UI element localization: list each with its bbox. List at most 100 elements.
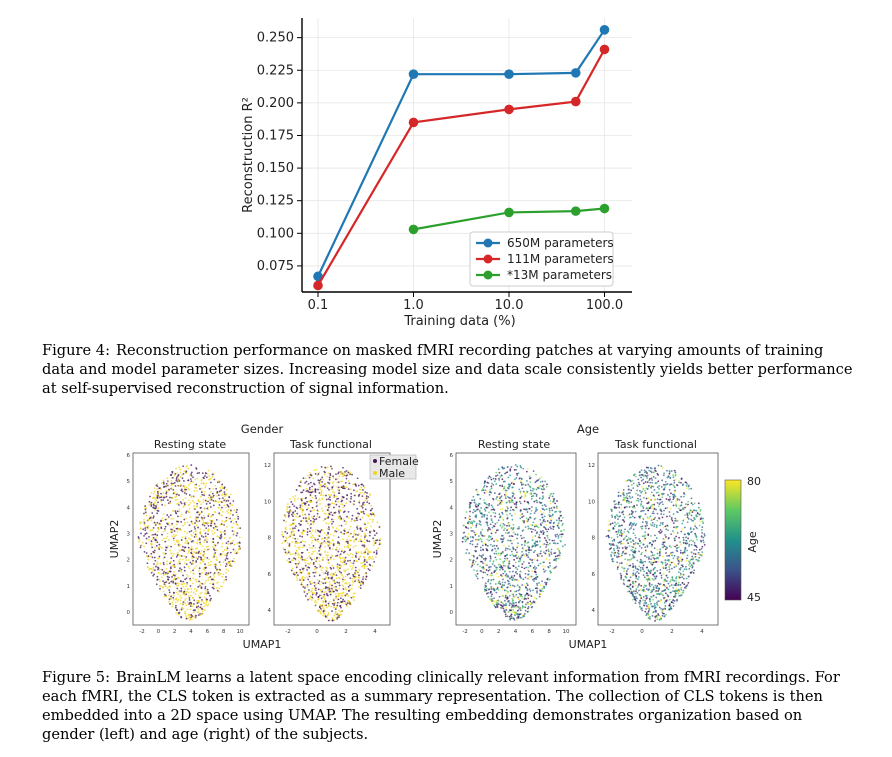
umap-point xyxy=(373,551,376,554)
umap-point xyxy=(353,530,356,532)
umap-point xyxy=(186,583,189,586)
umap-point xyxy=(490,518,493,520)
umap-point xyxy=(664,592,667,595)
umap-point xyxy=(536,501,538,504)
umap-point xyxy=(509,548,511,551)
umap-point xyxy=(473,499,476,502)
umap-point xyxy=(536,553,539,556)
umap-point xyxy=(342,518,345,521)
umap-point xyxy=(544,581,546,584)
umap-point xyxy=(635,577,638,580)
umap-point xyxy=(690,518,692,521)
umap-point xyxy=(352,553,354,556)
umap-point xyxy=(659,548,662,551)
umap-point xyxy=(512,501,514,504)
umap-point xyxy=(509,509,512,512)
umap-point xyxy=(506,559,508,562)
umap-point xyxy=(153,569,156,572)
umap-point xyxy=(500,567,503,570)
umap-point xyxy=(476,577,479,580)
umap-point xyxy=(332,579,335,582)
umap-point xyxy=(502,522,505,525)
umap-point xyxy=(185,559,187,562)
umap-point xyxy=(227,543,230,545)
umap-point xyxy=(529,476,532,479)
umap-point xyxy=(322,600,325,603)
umap-point xyxy=(349,577,352,580)
umap-point xyxy=(510,527,513,529)
umap-point xyxy=(177,577,180,579)
umap-point xyxy=(640,553,643,556)
umap-point xyxy=(155,506,158,508)
umap-point xyxy=(635,523,638,525)
umap-point xyxy=(536,590,538,593)
umap-point xyxy=(498,471,501,474)
umap-point xyxy=(368,502,371,505)
umap-point xyxy=(520,598,523,600)
umap-point xyxy=(491,598,493,600)
umap-point xyxy=(329,520,332,523)
umap-point xyxy=(499,583,502,585)
umap-point xyxy=(654,482,657,485)
umap-point xyxy=(185,517,187,520)
umap-point xyxy=(335,503,338,506)
umap-point xyxy=(198,572,201,575)
umap-point xyxy=(291,559,294,561)
umap-point xyxy=(354,576,357,579)
umap-point xyxy=(531,536,534,539)
umap-point xyxy=(365,497,368,500)
umap-point xyxy=(497,563,500,566)
umap-point xyxy=(210,491,212,493)
umap-point xyxy=(297,529,300,532)
umap-point xyxy=(170,479,173,482)
umap-point xyxy=(538,552,541,555)
umap-point xyxy=(536,544,539,546)
umap-point xyxy=(378,539,381,542)
umap-point xyxy=(550,553,553,555)
umap-point xyxy=(296,576,299,579)
umap-point xyxy=(200,558,203,561)
umap-point xyxy=(359,555,362,558)
umap-point xyxy=(368,515,370,517)
umap-point xyxy=(319,502,321,505)
umap-point xyxy=(163,527,166,530)
umap-point xyxy=(512,602,515,605)
umap-point xyxy=(319,488,321,491)
umap-point xyxy=(539,484,542,487)
umap-point xyxy=(210,597,212,600)
umap-point xyxy=(493,604,496,607)
umap-point xyxy=(495,552,498,555)
umap-point xyxy=(335,546,338,549)
umap-point xyxy=(674,478,677,481)
umap-point xyxy=(323,483,326,485)
umap-point xyxy=(553,539,556,542)
umap-point xyxy=(172,594,175,597)
umap-point xyxy=(313,515,316,518)
umap-point xyxy=(331,584,333,587)
umap-point xyxy=(519,599,522,602)
umap-point xyxy=(337,540,339,543)
umap-point xyxy=(210,514,213,517)
umap-point xyxy=(530,509,533,512)
umap-point xyxy=(176,498,179,501)
umap-point xyxy=(196,505,199,507)
umap-point xyxy=(287,549,290,552)
umap-point xyxy=(671,493,674,496)
umap-point xyxy=(517,617,520,619)
umap-point xyxy=(554,535,557,538)
umap-point xyxy=(225,500,228,502)
umap-point xyxy=(150,517,153,519)
umap-point xyxy=(192,541,195,544)
umap-point xyxy=(547,566,550,568)
umap-point xyxy=(627,485,630,488)
umap-point xyxy=(652,598,655,601)
umap-point xyxy=(342,551,345,554)
umap-point xyxy=(161,533,163,536)
umap-point xyxy=(486,506,489,509)
umap-point xyxy=(144,533,147,535)
umap-point xyxy=(635,499,638,502)
umap-point xyxy=(468,505,471,508)
umap-point xyxy=(648,582,651,585)
umap-point xyxy=(667,498,670,501)
umap-point xyxy=(200,557,203,559)
